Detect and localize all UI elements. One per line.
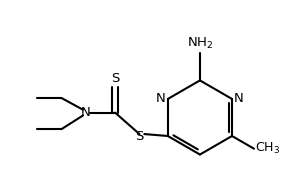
- Text: S: S: [135, 130, 143, 143]
- Text: CH$_3$: CH$_3$: [255, 141, 280, 156]
- Text: S: S: [111, 72, 119, 85]
- Text: NH$_2$: NH$_2$: [187, 36, 213, 51]
- Text: N: N: [81, 106, 91, 119]
- Text: N: N: [156, 93, 166, 106]
- Text: N: N: [234, 93, 244, 106]
